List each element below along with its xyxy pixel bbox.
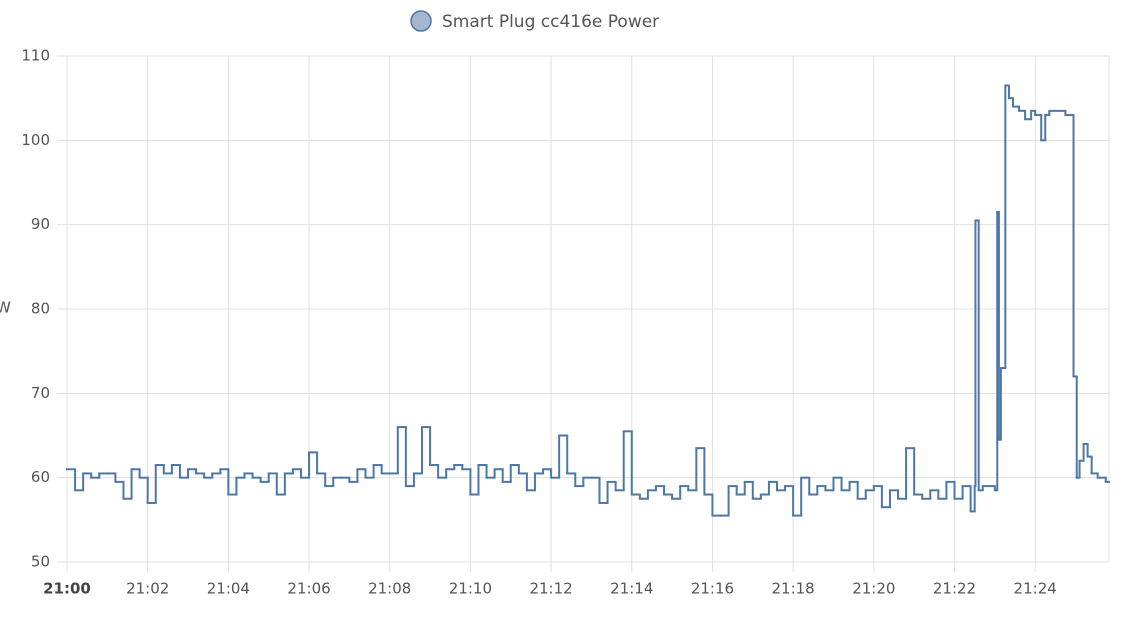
x-tick-label: 21:08	[368, 580, 411, 598]
x-tick-label: 21:24	[1014, 580, 1057, 598]
x-tick-label: 21:12	[529, 580, 572, 598]
legend-swatch[interactable]	[410, 10, 432, 32]
x-tick-label: 21:04	[207, 580, 250, 598]
x-tick-label: 21:02	[126, 580, 169, 598]
legend-label[interactable]: Smart Plug cc416e Power	[442, 12, 659, 32]
x-tick-label: 21:14	[610, 580, 653, 598]
y-tick-label: 90	[31, 215, 50, 233]
y-tick-label: 80	[31, 300, 50, 318]
x-tick-label: 21:22	[933, 580, 976, 598]
x-tick-label: 21:16	[691, 580, 734, 598]
x-tick-label: 21:06	[287, 580, 330, 598]
y-tick-label: 110	[21, 47, 50, 65]
y-axis-label: W	[0, 299, 11, 317]
y-tick-label: 100	[21, 131, 50, 149]
x-tick-label: 21:10	[449, 580, 492, 598]
x-tick-label: 21:20	[852, 580, 895, 598]
y-tick-label: 60	[31, 468, 50, 486]
y-tick-label: 70	[31, 384, 50, 402]
x-tick-label: 21:00	[43, 580, 91, 598]
x-tick-label: 21:18	[772, 580, 815, 598]
y-tick-label: 50	[31, 553, 50, 571]
